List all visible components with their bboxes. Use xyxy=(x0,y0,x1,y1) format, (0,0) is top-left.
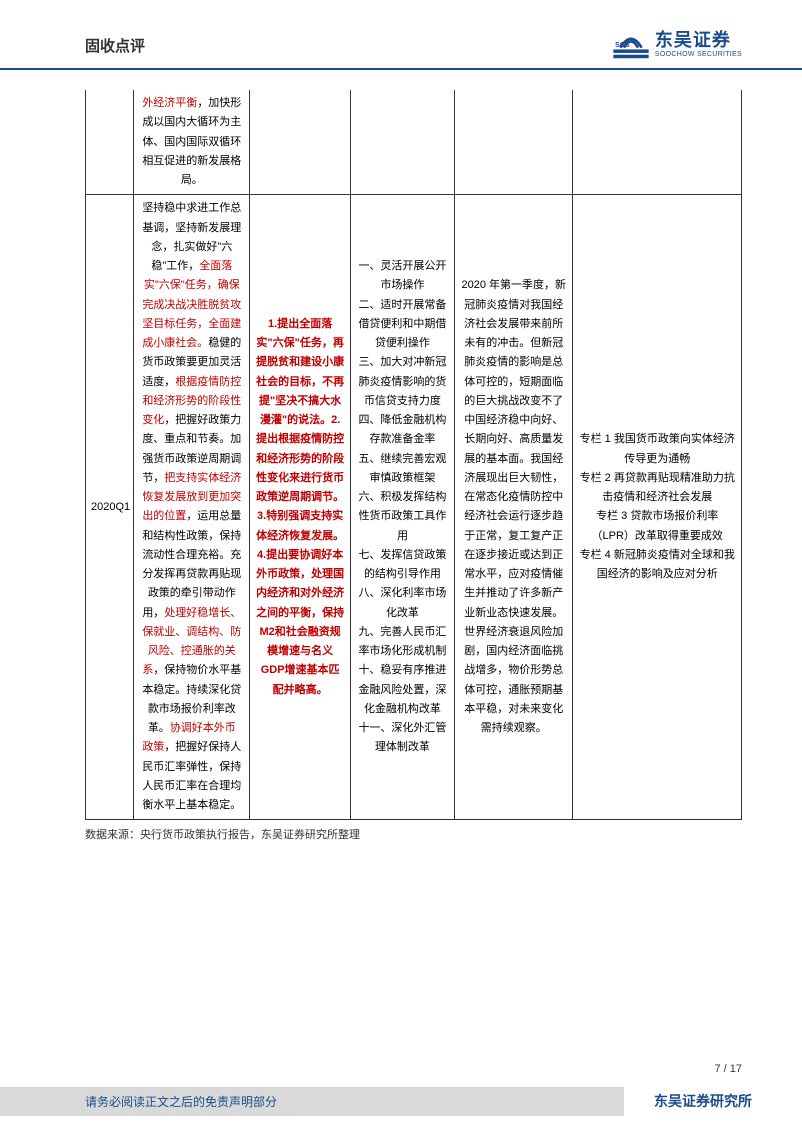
cell-c3: 一、灵活开展公开市场操作 二、适时开展常备借贷便利和中期借贷便利操作 三、加大对… xyxy=(350,195,454,820)
cell-c4: 2020 年第一季度，新冠肺炎疫情对我国经济社会发展带来前所未有的冲击。但新冠肺… xyxy=(455,195,573,820)
logo-cn: 东吴证券 xyxy=(655,31,742,51)
page-footer: 请务必阅读正文之后的免责声明部分 东吴证券研究所 xyxy=(0,1087,802,1115)
policy-table: 外经济平衡，加快形成以国内大循环为主体、国内国际双循环相互促进的新发展格局。 2… xyxy=(85,90,742,820)
cell-period-prev xyxy=(86,90,134,195)
cell-c5-prev xyxy=(573,90,742,195)
page-number: 7 / 17 xyxy=(714,1063,742,1075)
cell-c1-prev: 外经济平衡，加快形成以国内大循环为主体、国内国际双循环相互促进的新发展格局。 xyxy=(134,90,250,195)
page-header: 固收点评 SCS 东吴证券 SOOCHOW SECURITIES xyxy=(0,0,802,70)
logo-en: SOOCHOW SECURITIES xyxy=(655,51,742,59)
cell-c1: 坚持稳中求进工作总基调，坚持新发展理念，扎实做好"六稳"工作，全面落实"六保"任… xyxy=(134,195,250,820)
content-area: 外经济平衡，加快形成以国内大循环为主体、国内国际双循环相互促进的新发展格局。 2… xyxy=(0,70,802,842)
table-row: 外经济平衡，加快形成以国内大循环为主体、国内国际双循环相互促进的新发展格局。 xyxy=(86,90,742,195)
cell-c2: 1.提出全面落实"六保"任务，再提脱贫和建设小康社会的目标，不再提"坚决不搞大水… xyxy=(250,195,350,820)
data-source: 数据来源：央行货币政策执行报告，东吴证券研究所整理 xyxy=(85,826,742,842)
logo-text: 东吴证券 SOOCHOW SECURITIES xyxy=(655,31,742,58)
footer-disclaimer: 请务必阅读正文之后的免责声明部分 xyxy=(0,1087,624,1116)
cell-c5: 专栏 1 我国货币政策向实体经济传导更为通畅 专栏 2 再贷款再贴现精准助力抗击… xyxy=(573,195,742,820)
cell-c2-prev xyxy=(250,90,350,195)
brand-logo: SCS 东吴证券 SOOCHOW SECURITIES xyxy=(613,30,742,60)
footer-org: 东吴证券研究所 xyxy=(624,1091,802,1111)
svg-text:SCS: SCS xyxy=(615,42,630,49)
table-row: 2020Q1 坚持稳中求进工作总基调，坚持新发展理念，扎实做好"六稳"工作，全面… xyxy=(86,195,742,820)
logo-icon: SCS xyxy=(613,30,649,60)
cell-period: 2020Q1 xyxy=(86,195,134,820)
cell-c4-prev xyxy=(455,90,573,195)
cell-c3-prev xyxy=(350,90,454,195)
header-title: 固收点评 xyxy=(85,35,145,56)
